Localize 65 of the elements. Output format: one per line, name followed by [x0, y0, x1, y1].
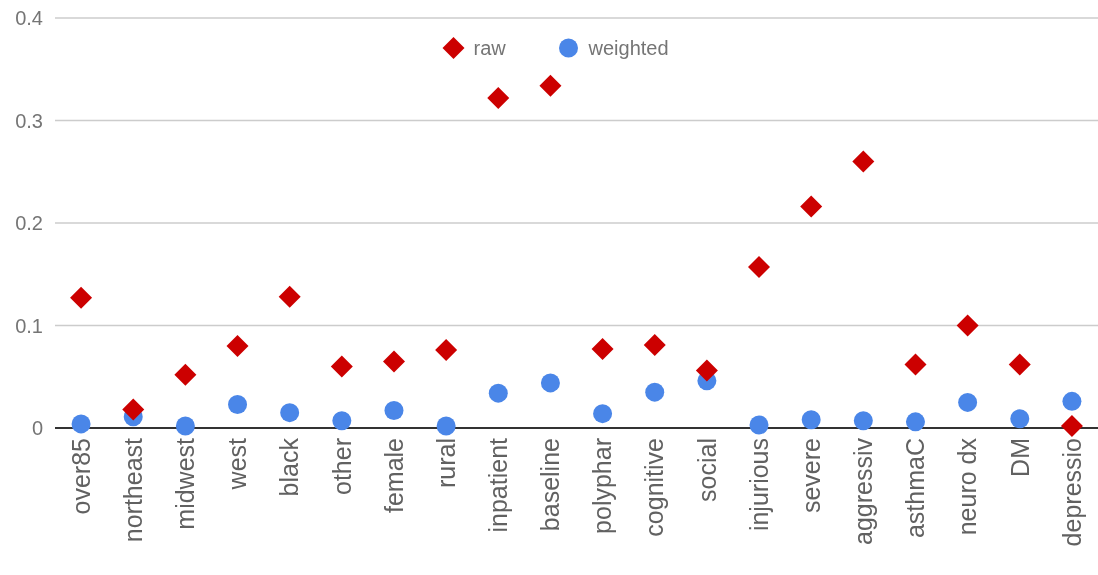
point [904, 353, 927, 376]
point [384, 401, 404, 421]
point [956, 314, 979, 337]
y-tick-label: 0.1 [15, 314, 43, 337]
point [71, 414, 91, 434]
point [175, 416, 195, 436]
legend-label: weighted [587, 37, 669, 59]
y-tick-label: 0.4 [15, 7, 43, 29]
point [801, 410, 821, 430]
legend-label: raw [473, 37, 507, 59]
x-tick-label: black [275, 437, 304, 497]
point [174, 363, 197, 386]
point [593, 404, 613, 424]
point [330, 355, 353, 378]
x-tick-label: depressio [1057, 438, 1086, 547]
x-tick-label: baseline [536, 438, 565, 532]
point [800, 195, 823, 218]
x-tick-label: severe [796, 438, 825, 514]
x-tick-label: female [379, 438, 408, 514]
point [435, 339, 458, 362]
point [540, 373, 560, 393]
point [958, 392, 978, 412]
point [278, 285, 301, 308]
point [382, 350, 405, 373]
x-tick-label: midwest [171, 437, 200, 530]
x-tick-label: northeast [118, 437, 147, 543]
x-tick-label: inpatient [484, 437, 513, 533]
x-tick-label: other [327, 438, 356, 495]
x-tick-label: rural [431, 438, 460, 489]
point [1008, 353, 1031, 376]
point [591, 338, 614, 361]
point [1062, 391, 1082, 411]
point [1060, 414, 1083, 437]
x-tick-label: polyphar [588, 438, 617, 534]
x-tick-label: over85 [66, 438, 95, 515]
point [226, 335, 249, 357]
point [122, 398, 145, 421]
point [645, 382, 665, 402]
y-tick-label: 0.3 [15, 109, 43, 132]
point [749, 415, 769, 435]
point [488, 383, 508, 403]
x-tick-label: neuro dx [953, 437, 982, 536]
point [332, 411, 352, 431]
point [487, 86, 510, 109]
point [905, 412, 925, 432]
y-tick-label: 0 [31, 417, 43, 439]
point [436, 416, 456, 436]
point [280, 403, 300, 423]
point [852, 150, 875, 173]
x-tick-label: aggressiv [849, 437, 878, 545]
x-tick-label: cognitive [640, 438, 669, 537]
point [853, 411, 873, 431]
point [748, 256, 771, 279]
point [643, 333, 666, 356]
x-tick-label: DM [1005, 438, 1034, 477]
point [70, 286, 93, 309]
y-tick-label: 0.2 [15, 212, 43, 234]
point [1010, 409, 1030, 429]
point [539, 74, 562, 97]
x-tick-label: west [223, 437, 252, 491]
x-tick-label: injurious [744, 438, 773, 532]
x-tick-label: asthmaC [901, 438, 930, 539]
x-tick-label: social [692, 438, 721, 502]
point [228, 394, 248, 414]
point [695, 359, 718, 382]
